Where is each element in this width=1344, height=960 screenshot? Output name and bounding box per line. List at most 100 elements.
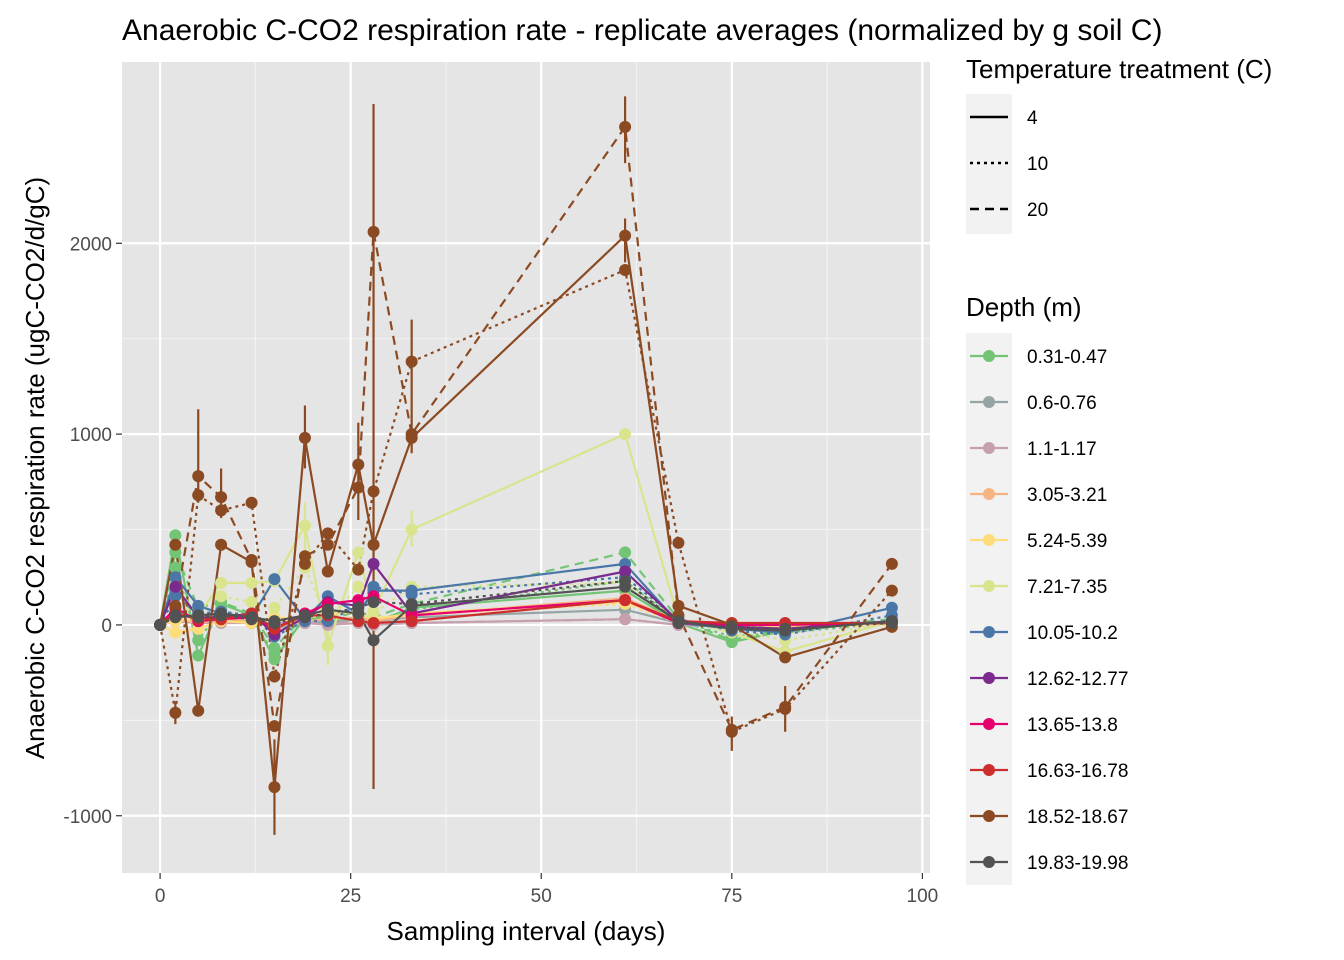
data-point (268, 601, 281, 614)
depth-legend-label: 7.21-7.35 (1027, 577, 1107, 598)
depth-legend-label: 12.62-12.77 (1027, 669, 1128, 690)
data-point (245, 576, 258, 589)
data-point (192, 634, 205, 647)
x-tick-label: 50 (531, 886, 552, 907)
depth-legend-key-point (983, 810, 995, 822)
depth-legend-key-point (983, 672, 995, 684)
data-point (352, 546, 365, 559)
series-line (159, 585, 892, 642)
data-point (779, 651, 792, 664)
temperature-legend-title: Temperature treatment (C) (966, 54, 1272, 84)
data-point (367, 617, 380, 630)
data-point (215, 491, 228, 504)
data-point (619, 120, 632, 133)
data-point (215, 504, 228, 517)
y-axis-title: Anaerobic C-CO2 respiration rate (ugC-CO… (20, 177, 50, 759)
data-point (268, 781, 281, 794)
data-point (192, 649, 205, 662)
data-point (169, 706, 182, 719)
data-point (725, 620, 738, 633)
depth-legend-key-point (983, 488, 995, 500)
data-point (268, 670, 281, 683)
x-axis-title: Sampling interval (days) (387, 916, 666, 946)
data-point (298, 431, 311, 444)
depth-legend-label: 0.6-0.76 (1027, 393, 1097, 414)
depth-legend: 0.31-0.47 0.6-0.76 1.1-1.17 3.05-3.21 5.24-5… (970, 347, 1128, 874)
x-tick-label: 100 (907, 886, 939, 907)
data-point (352, 601, 365, 614)
data-point (268, 641, 281, 654)
data-point (321, 565, 334, 578)
data-point (367, 485, 380, 498)
data-point (321, 639, 334, 652)
data-point (405, 355, 418, 368)
data-point (268, 617, 281, 630)
data-point (367, 580, 380, 593)
depth-legend-title: Depth (m) (966, 292, 1082, 322)
data-point (405, 428, 418, 441)
data-point (154, 618, 167, 631)
depth-legend-key-point (983, 580, 995, 592)
data-point (885, 584, 898, 597)
series-line (159, 551, 892, 649)
data-point (169, 571, 182, 584)
y-axis-ticks: -1000 0 1000 2000 (63, 234, 122, 828)
data-point (367, 596, 380, 609)
data-point (192, 704, 205, 717)
y-tick-label: 1000 (70, 425, 112, 446)
depth-legend-label: 1.1-1.17 (1027, 439, 1097, 460)
depth-legend-keys (966, 333, 1012, 885)
depth-legend-label: 5.24-5.39 (1027, 531, 1107, 552)
data-point (672, 536, 685, 549)
data-point (169, 590, 182, 603)
depth-legend-label: 18.52-18.67 (1027, 807, 1128, 828)
data-point (779, 700, 792, 713)
data-point (245, 596, 258, 609)
series-points (154, 120, 898, 794)
data-point (298, 550, 311, 563)
data-point (192, 611, 205, 624)
x-tick-label: 75 (721, 886, 742, 907)
data-point (169, 561, 182, 574)
data-point (885, 617, 898, 630)
y-tick-label: 2000 (70, 234, 112, 255)
x-tick-label: 25 (340, 886, 361, 907)
data-point (367, 557, 380, 570)
depth-legend-key-point (983, 350, 995, 362)
data-point (352, 481, 365, 494)
series-lines (159, 125, 893, 789)
data-point (405, 597, 418, 610)
data-point (619, 263, 632, 276)
data-point (169, 529, 182, 542)
data-point (367, 225, 380, 238)
data-point (352, 580, 365, 593)
data-point (405, 588, 418, 601)
depth-legend-label: 13.65-13.8 (1027, 715, 1118, 736)
y-tick-label: 0 (101, 616, 112, 637)
data-point (245, 613, 258, 626)
data-point (298, 519, 311, 532)
data-point (321, 527, 334, 540)
data-point (367, 607, 380, 620)
data-point (619, 546, 632, 559)
data-point (245, 554, 258, 567)
data-point (215, 609, 228, 622)
data-point (619, 594, 632, 607)
data-point (619, 613, 632, 626)
data-point (321, 538, 334, 551)
data-point (169, 626, 182, 639)
x-axis-ticks: 0 25 50 75 100 (155, 873, 938, 907)
data-point (192, 489, 205, 502)
series-line (159, 599, 892, 630)
depth-legend-key-point (983, 442, 995, 454)
data-point (298, 611, 311, 624)
data-point (405, 615, 418, 628)
data-point (367, 538, 380, 551)
temperature-legend-label: 10 (1027, 154, 1048, 175)
data-point (268, 720, 281, 733)
data-point (672, 599, 685, 612)
data-point (619, 428, 632, 441)
data-point (169, 580, 182, 593)
data-point (192, 470, 205, 483)
